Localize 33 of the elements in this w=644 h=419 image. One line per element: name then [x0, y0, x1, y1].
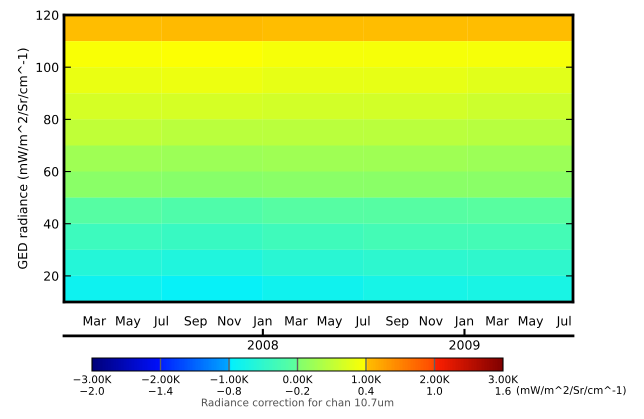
color-bar-label: 0.00K −0.2	[283, 375, 313, 395]
y-tick-label: 120	[36, 10, 58, 20]
x2-tick-label: 2008	[248, 340, 278, 350]
color-bar-label: 2.00K 1.0	[420, 375, 450, 395]
y-tick-label: 40	[44, 219, 58, 229]
x-tick-label: Mar	[285, 316, 308, 326]
x-tick-label: May	[318, 316, 342, 328]
x2-tick-label: 2009	[449, 340, 480, 350]
color-bar-label: −2.00K −1.4	[142, 375, 180, 395]
color-bar-label: −1.00K −0.8	[210, 375, 249, 395]
x-tick-label: Jul	[153, 316, 168, 328]
color-bar-label: −3.00K −2.0	[74, 375, 112, 395]
y-tick-label: 20	[44, 271, 58, 281]
y-tick-label: 80	[44, 114, 58, 124]
x-tick-label: Jul	[556, 316, 571, 328]
x-tick-label: May	[116, 316, 140, 328]
color-bar-title: Radiance correction for chan 10.7um	[202, 398, 394, 406]
x-tick-label: Nov	[218, 316, 242, 326]
x-tick-label: Mar	[84, 316, 106, 326]
y-tick-label: 100	[36, 62, 58, 72]
y-axis-title: GED radiance (mW/m^2/Sr/cm^-1)	[18, 48, 29, 269]
color-bar-label: 3.00K 1.6	[488, 375, 518, 395]
x-tick-label: Jan	[454, 316, 474, 328]
x-tick-label: Sep	[184, 316, 207, 328]
x-tick-label: Jul	[354, 316, 370, 328]
x-tick-label: Mar	[486, 316, 509, 326]
x-tick-label: Jan	[252, 316, 272, 328]
x-tick-label: May	[518, 316, 544, 328]
y-tick-label: 60	[44, 167, 58, 176]
color-bar-label: 1.00K 0.4	[352, 375, 382, 395]
x-tick-label: Nov	[420, 316, 443, 326]
x-tick-label: Sep	[386, 316, 408, 328]
text: (mW/m^2/Sr/cm^-1)	[516, 386, 626, 396]
